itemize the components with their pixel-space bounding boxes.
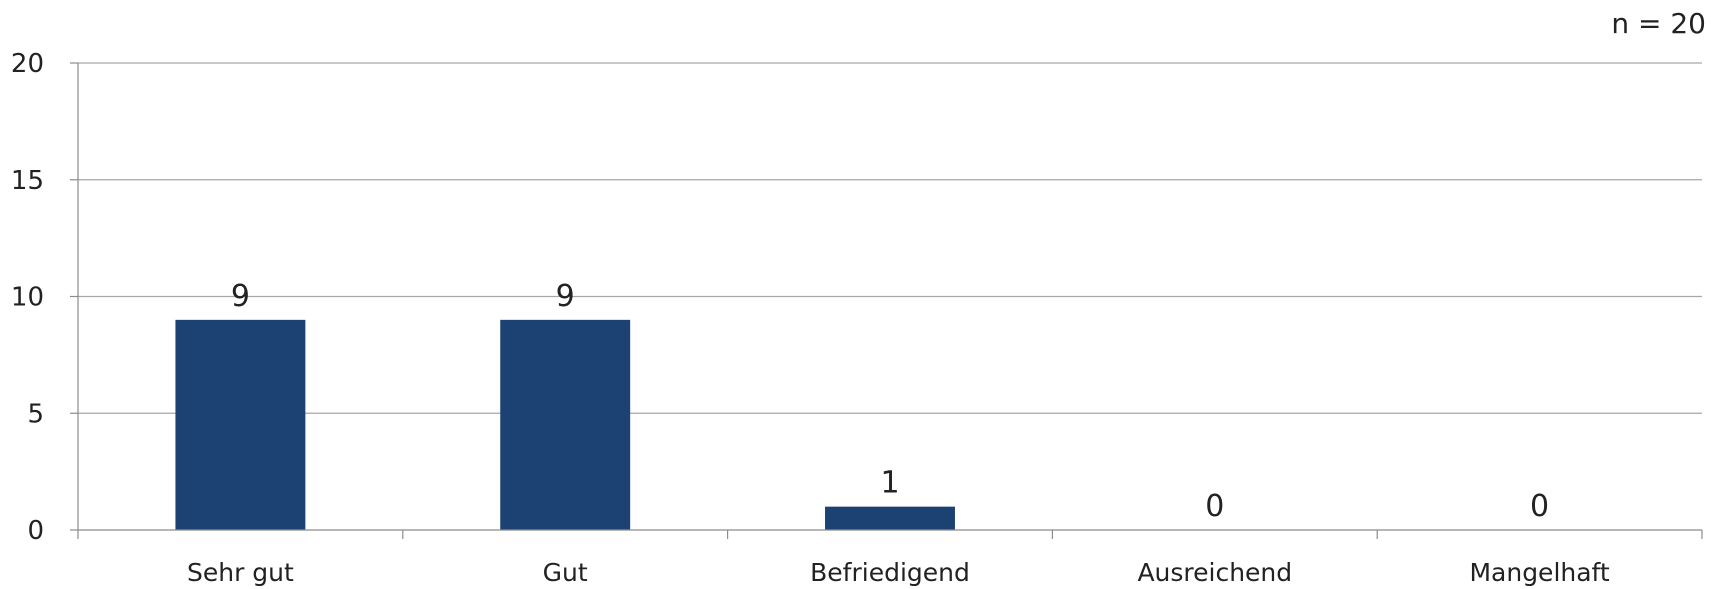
data-label: 9 — [231, 279, 250, 314]
gridlines — [78, 62, 1702, 414]
axes — [70, 62, 1703, 539]
sample-size-annotation: n = 20 — [1611, 7, 1706, 40]
x-tick-label: Mangelhaft — [1469, 558, 1609, 587]
bar — [500, 319, 631, 530]
x-tick-label: Befriedigend — [810, 558, 970, 587]
data-label: 0 — [1530, 489, 1549, 524]
y-tick-label: 10 — [11, 283, 44, 313]
x-tick-label: Ausreichend — [1137, 558, 1292, 587]
y-tick-label: 5 — [27, 399, 44, 429]
bars — [175, 319, 955, 530]
x-tick-label: Gut — [543, 558, 588, 587]
y-tick-label: 0 — [27, 516, 44, 546]
data-label: 9 — [556, 279, 575, 314]
bar — [175, 319, 306, 530]
y-tick-label: 20 — [11, 49, 44, 79]
x-tick-label: Sehr gut — [187, 558, 294, 587]
data-label: 0 — [1205, 489, 1224, 524]
y-tick-label: 15 — [11, 166, 44, 196]
data-label: 1 — [880, 466, 899, 501]
bar — [825, 506, 955, 530]
labels: 0 5 10 15 20 9 Sehr gut 9 Gut 1 Befriedigend 0 Ausre… — [11, 49, 1610, 587]
